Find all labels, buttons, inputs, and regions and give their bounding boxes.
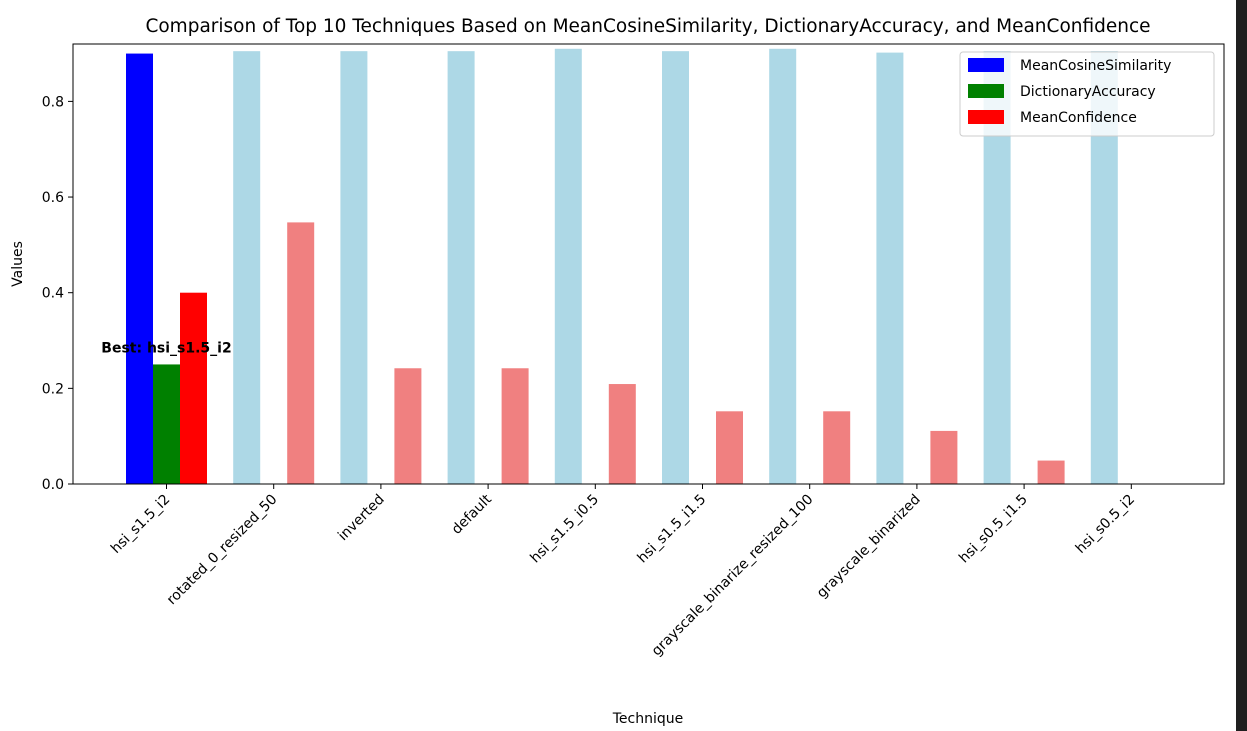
legend-swatch [968,84,1004,98]
window-edge [1236,0,1247,731]
plot-area-frame [72,43,1225,485]
x-tick-label: rotated_0_resized_50 [164,492,281,609]
legend-label: MeanCosineSimilarity [1020,58,1171,74]
x-tick-label: hsi_s1.5_i2 [108,492,173,557]
best-annotation: Best: hsi_s1.5_i2 [101,341,231,357]
y-tick-label: 0.6 [42,190,64,206]
bar-confidence-1 [287,222,315,485]
bar-confidence-0 [180,292,207,484]
bar-confidence-5 [716,411,743,484]
bar-cosine-7 [876,52,904,484]
legend-swatch [968,110,1004,124]
legend-label: MeanConfidence [1020,110,1137,126]
legend-swatch [968,58,1004,72]
bar-confidence-8 [1037,460,1065,484]
bar-cosine-2 [340,51,368,484]
y-axis-label: Values [10,241,26,287]
bar-confidence-4 [608,384,636,484]
x-tick-label: hsi_s0.5_i2 [1073,492,1138,557]
y-tick-label: 0.2 [42,381,64,397]
bar-dictionary-0 [153,364,180,484]
x-tick-label: default [449,491,496,538]
legend-label: DictionaryAccuracy [1020,84,1156,100]
bar-confidence-2 [394,368,422,484]
plot-bars [126,48,1118,485]
chart-title: Comparison of Top 10 Techniques Based on… [145,16,1150,37]
x-tick-label: hsi_s1.5_i1.5 [635,492,710,567]
x-tick-label: hsi_s0.5_i1.5 [956,492,1031,567]
bar-confidence-6 [823,411,851,484]
bar-cosine-6 [769,48,797,485]
bar-cosine-4 [554,48,582,485]
bar-cosine-3 [447,51,475,484]
y-tick-label: 0.8 [42,94,64,110]
bar-cosine-1 [233,51,261,484]
x-tick-label: hsi_s1.5_i0.5 [527,492,602,567]
bar-confidence-3 [501,368,529,484]
legend: MeanCosineSimilarity DictionaryAccuracy Me… [959,51,1215,137]
bar-confidence-7 [930,430,958,484]
x-tick-label: grayscale_binarized [814,492,924,602]
bar-cosine-5 [662,51,689,484]
bar-cosine-0 [126,53,153,484]
y-tick-label: 0.0 [42,477,64,493]
legend-box [959,51,1215,137]
x-axis-label: Technique [612,711,684,727]
x-tick-label: inverted [335,492,388,545]
y-tick-label: 0.4 [42,286,64,302]
y-axis: 0.0 0.2 0.4 0.6 0.8 [42,94,73,493]
